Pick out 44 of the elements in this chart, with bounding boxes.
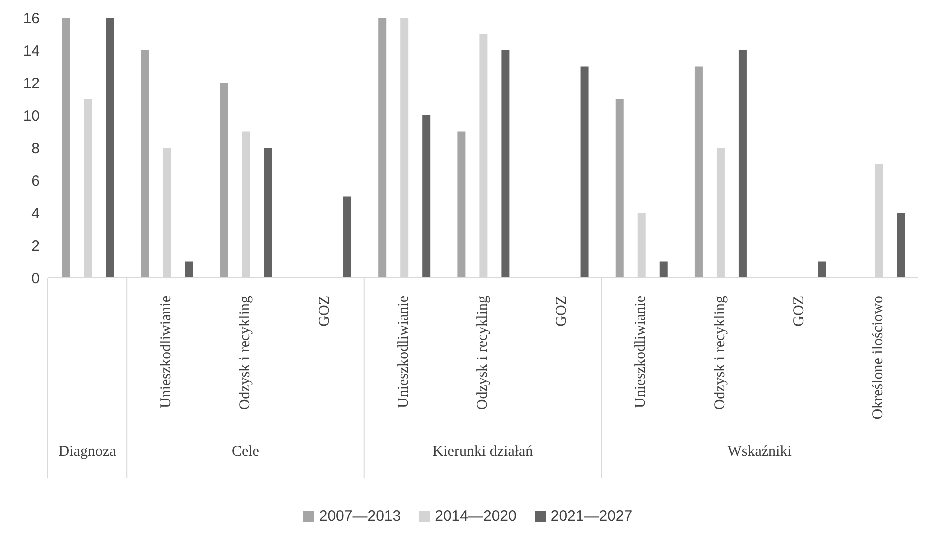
x-tick-label: Unieszkodliwianie	[158, 296, 175, 408]
y-tick-label: 10	[23, 108, 40, 125]
x-tick-label: GOZ	[791, 296, 808, 327]
x-tick-label: Unieszkodliwianie	[633, 296, 650, 408]
x-tick-label: GOZ	[554, 296, 570, 327]
bar	[660, 262, 668, 278]
x-tick-label: Odzysk i recykling	[712, 296, 728, 410]
x-tick-label: Określone ilościowo	[870, 296, 886, 420]
y-tick-label: 12	[23, 75, 40, 92]
bar	[502, 50, 510, 278]
bar	[344, 196, 352, 278]
bar	[62, 18, 70, 278]
x-tick-label: GOZ	[316, 296, 333, 327]
text: Diagnoza	[58, 444, 117, 460]
bar	[580, 66, 589, 278]
x-tick-label: Odzysk i recykling	[238, 296, 254, 410]
bar	[264, 148, 272, 278]
y-tick-label: 4	[32, 205, 40, 222]
bar	[616, 99, 624, 278]
text: Cele	[232, 444, 260, 460]
bar	[185, 262, 194, 278]
bar	[378, 18, 387, 278]
y-tick-label: 8	[32, 140, 40, 158]
legend-label: 2014—2020	[434, 508, 517, 525]
y-tick-label: 16	[23, 10, 40, 28]
y-tick-label: 2	[32, 238, 40, 255]
bar	[694, 66, 703, 278]
text: Wskaźniki	[728, 444, 792, 460]
bar	[818, 262, 826, 278]
bar	[422, 116, 431, 278]
bar	[141, 50, 150, 278]
bar	[897, 213, 906, 278]
legend-label: 2007—2013	[318, 508, 402, 525]
bar	[458, 132, 466, 278]
bar	[106, 18, 114, 278]
y-tick-label: 14	[23, 42, 40, 60]
y-tick-label: 6	[32, 172, 40, 190]
x-tick-label: Odzysk i recykling	[475, 296, 491, 410]
bar	[220, 83, 228, 278]
bar	[738, 50, 747, 278]
y-tick-label: 0	[32, 270, 40, 288]
legend-label: 2021—2027	[550, 508, 633, 525]
x-tick-label: Unieszkodliwianie	[396, 296, 412, 408]
text: Kierunki działań	[432, 444, 534, 460]
